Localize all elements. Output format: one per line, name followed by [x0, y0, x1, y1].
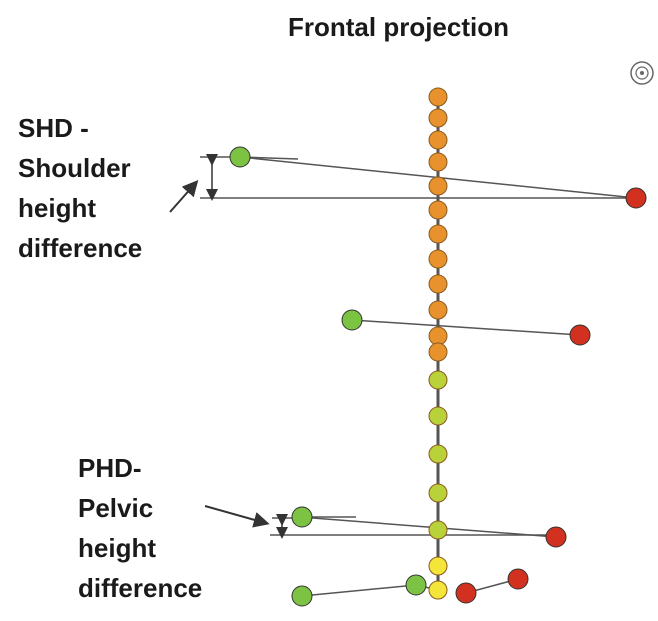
landmark-markers	[229, 146, 647, 607]
left-pelvis-marker	[291, 506, 313, 528]
phd-label-line-3: height	[78, 533, 156, 563]
left-hip-marker	[291, 585, 313, 607]
shd-label: SHD - Shoulder height difference	[18, 108, 142, 268]
left-rib-marker	[341, 309, 363, 331]
phd-label: PHD- Pelvic height difference	[78, 448, 202, 608]
left-inner-hip-marker	[405, 574, 427, 596]
shd-label-line-1: SHD -	[18, 113, 89, 143]
phd-label-line-2: Pelvic	[78, 493, 154, 523]
pelvic-lines	[204, 505, 557, 539]
rotation-target-icon	[630, 61, 654, 85]
right-shoulder-marker	[625, 187, 647, 209]
shd-label-line-3: height	[18, 193, 96, 223]
right-rib-marker	[569, 324, 591, 346]
right-inner-hip-marker	[455, 582, 477, 604]
shd-label-line-2: Shoulder	[18, 153, 131, 183]
shd-label-line-4: difference	[18, 233, 143, 263]
right-hip-marker	[507, 568, 529, 590]
rib-line	[351, 319, 581, 336]
page-title: Frontal projection	[288, 12, 509, 42]
right-pelvis-marker	[545, 526, 567, 548]
phd-label-line-1: PHD-	[78, 453, 142, 483]
left-shoulder-marker	[229, 146, 251, 168]
phd-label-line-4: difference	[78, 573, 203, 603]
vertebrae	[428, 87, 448, 600]
